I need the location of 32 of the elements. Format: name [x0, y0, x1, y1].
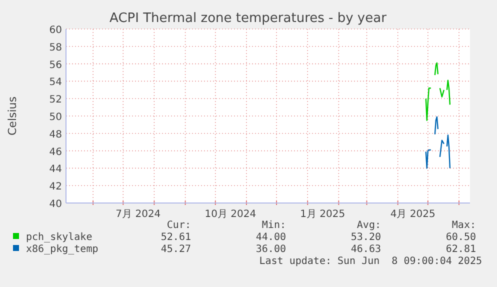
- text: 36.00: [256, 244, 286, 255]
- text: Cur:: [166, 220, 191, 231]
- y-tick-label: 58: [49, 42, 62, 54]
- text: Last update: Sun Jun 8 09:00:04 2025: [259, 256, 482, 267]
- text: 45.27: [160, 244, 191, 255]
- y-axis-title: Celsius: [6, 96, 19, 136]
- x-tick-label: 4月 2025: [390, 209, 436, 220]
- y-tick-label: 52: [49, 94, 62, 106]
- y-tick-label: 50: [49, 112, 62, 123]
- text: Avg:: [356, 220, 381, 231]
- y-tick-label: 48: [49, 129, 62, 140]
- y-tick-label: 40: [49, 199, 62, 210]
- x-tick-label: 7月 2024: [116, 209, 161, 220]
- text: Min:: [262, 220, 286, 231]
- text: 60.50: [446, 232, 476, 243]
- x-tick-label: 1月 2025: [300, 209, 346, 220]
- legend-label: x86_pkg_temp: [26, 244, 98, 255]
- chart-title: ACPI Thermal zone temperatures - by year: [110, 11, 388, 26]
- y-tick-label: 42: [49, 182, 62, 193]
- x-tick-label: 10月 2024: [204, 209, 256, 220]
- y-tick-label: 60: [49, 25, 62, 36]
- y-tick-label: 56: [49, 60, 62, 71]
- y-tick-label: 46: [49, 146, 62, 158]
- text: 46.63: [350, 244, 381, 255]
- legend-label: pch_skylake: [26, 232, 92, 243]
- text: 44.00: [256, 232, 286, 243]
- text: 62.81: [446, 244, 476, 255]
- y-tick-label: 54: [49, 77, 62, 88]
- text: 52.61: [160, 232, 191, 243]
- text: Max:: [452, 220, 476, 231]
- text: 53.20: [350, 232, 381, 243]
- y-tick-label: 44: [49, 164, 62, 176]
